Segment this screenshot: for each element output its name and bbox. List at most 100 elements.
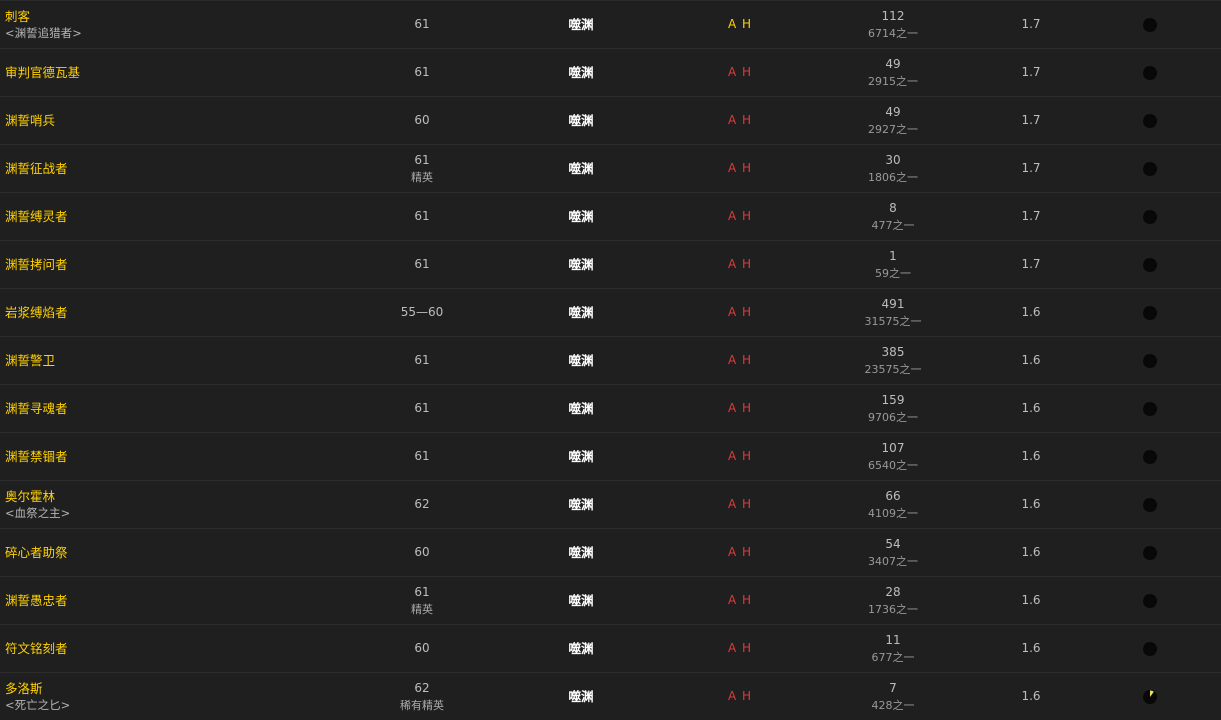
level: 62: [414, 497, 430, 511]
zone-link[interactable]: 噬渊: [568, 593, 594, 608]
table-row[interactable]: 多洛斯 <死亡之匕> 62 稀有精英 噬渊 A H 7 428之一 1.6: [0, 672, 1221, 720]
table-row[interactable]: 岩浆缚焰者 55—60 噬渊 A H 491 31575之一 1.6: [0, 288, 1221, 336]
npc-name-link[interactable]: 渊誓哨兵: [5, 113, 56, 128]
table-row[interactable]: 渊誓警卫 61 噬渊 A H 385 23575之一 1.6: [0, 336, 1221, 384]
npc-name-link[interactable]: 渊誓缚灵者: [5, 209, 68, 224]
count: 54: [885, 536, 901, 551]
count-cell: 1 59之一: [843, 241, 943, 288]
table-row[interactable]: 渊誓拷问者 61 噬渊 A H 1 59之一 1.7: [0, 240, 1221, 288]
table-row[interactable]: 奥尔霍林 <血祭之主> 62 噬渊 A H 66 4109之一 1.6: [0, 480, 1221, 528]
level: 60: [414, 641, 430, 655]
faction-react: A H: [727, 353, 753, 367]
name-cell: 渊誓愚忠者: [5, 577, 68, 624]
table-row[interactable]: 审判官德瓦基 61 噬渊 A H 49 2915之一 1.7: [0, 48, 1221, 96]
count-cell: 112 6714之一: [843, 1, 943, 48]
level-cell: 62: [372, 481, 472, 528]
count-cell: 159 9706之一: [843, 385, 943, 432]
level-cell: 61: [372, 337, 472, 384]
count: 1: [889, 248, 897, 263]
level: 61: [414, 257, 430, 271]
table-row[interactable]: 渊誓寻魂者 61 噬渊 A H 159 9706之一 1.6: [0, 384, 1221, 432]
npc-title: <血祭之主>: [5, 505, 71, 520]
npc-name-link[interactable]: 渊誓寻魂者: [5, 401, 68, 416]
count: 11: [885, 632, 901, 647]
faction-react: A H: [727, 545, 753, 559]
table-row[interactable]: 符文铭刻者 60 噬渊 A H 11 677之一 1.6: [0, 624, 1221, 672]
level: 61: [414, 353, 430, 367]
percent: 1.7: [1021, 65, 1041, 79]
count: 28: [885, 584, 901, 599]
zone-link[interactable]: 噬渊: [568, 641, 594, 656]
npc-name-link[interactable]: 渊誓拷问者: [5, 257, 68, 272]
table-row[interactable]: 渊誓禁锢者 61 噬渊 A H 107 6540之一 1.6: [0, 432, 1221, 480]
zone-link[interactable]: 噬渊: [568, 305, 594, 320]
zone-link[interactable]: 噬渊: [568, 257, 594, 272]
name-cell: 渊誓征战者: [5, 145, 68, 192]
drop-ratio: 2915之一: [868, 74, 918, 88]
zone-link[interactable]: 噬渊: [568, 113, 594, 128]
zone-link[interactable]: 噬渊: [568, 65, 594, 80]
npc-name-link[interactable]: 渊誓愚忠者: [5, 593, 68, 608]
level-cell: 60: [372, 529, 472, 576]
table-row[interactable]: 碎心者助祭 60 噬渊 A H 54 3407之一 1.6: [0, 528, 1221, 576]
count-cell: 54 3407之一: [843, 529, 943, 576]
level: 62: [414, 680, 430, 695]
drop-ratio: 31575之一: [864, 314, 922, 328]
count: 491: [881, 296, 905, 311]
table-row[interactable]: 渊誓哨兵 60 噬渊 A H 49 2927之一 1.7: [0, 96, 1221, 144]
count-cell: 49 2927之一: [843, 97, 943, 144]
zone-link[interactable]: 噬渊: [568, 209, 594, 224]
npc-name-link[interactable]: 渊誓警卫: [5, 353, 56, 368]
drop-ratio: 2927之一: [868, 122, 918, 136]
classification: 精英: [411, 602, 433, 616]
count: 385: [881, 344, 905, 359]
drop-ratio: 3407之一: [868, 554, 918, 568]
pie-chart-icon: [1140, 385, 1160, 432]
level: 60: [414, 113, 430, 127]
zone-link[interactable]: 噬渊: [568, 353, 594, 368]
pie-chart-icon: [1140, 625, 1160, 672]
npc-name-link[interactable]: 渊誓征战者: [5, 161, 68, 176]
drop-ratio: 1806之一: [868, 170, 918, 184]
level: 61: [414, 17, 430, 31]
count-cell: 8 477之一: [843, 193, 943, 240]
npc-name-link[interactable]: 渊誓禁锢者: [5, 449, 68, 464]
percent: 1.7: [1021, 17, 1041, 31]
npc-name-link[interactable]: 多洛斯: [5, 680, 43, 696]
zone-link[interactable]: 噬渊: [568, 449, 594, 464]
table-row[interactable]: 刺客 <渊誓追猎者> 61 噬渊 A H 112 6714之一 1.7: [0, 0, 1221, 48]
drop-ratio: 477之一: [871, 218, 915, 232]
zone-link[interactable]: 噬渊: [568, 545, 594, 560]
percent: 1.6: [1021, 497, 1041, 511]
zone-link[interactable]: 噬渊: [568, 161, 594, 176]
npc-name-link[interactable]: 奥尔霍林: [5, 488, 56, 504]
faction-react: A H: [727, 209, 753, 223]
faction-react: A H: [727, 161, 753, 175]
table-row[interactable]: 渊誓缚灵者 61 噬渊 A H 8 477之一 1.7: [0, 192, 1221, 240]
level: 61: [414, 152, 430, 167]
level: 61: [414, 65, 430, 79]
level-cell: 61: [372, 241, 472, 288]
count: 107: [881, 440, 905, 455]
zone-link[interactable]: 噬渊: [568, 689, 594, 704]
percent: 1.6: [1021, 353, 1041, 367]
level-cell: 61: [372, 433, 472, 480]
zone-link[interactable]: 噬渊: [568, 497, 594, 512]
zone-link[interactable]: 噬渊: [568, 401, 594, 416]
pie-slice: [1150, 690, 1154, 697]
level: 55—60: [400, 305, 444, 319]
zone-link[interactable]: 噬渊: [568, 17, 594, 32]
npc-name-link[interactable]: 刺客: [5, 8, 31, 24]
npc-name-link[interactable]: 碎心者助祭: [5, 545, 68, 560]
npc-name-link[interactable]: 岩浆缚焰者: [5, 305, 68, 320]
percent: 1.7: [1021, 161, 1041, 175]
npc-title: <渊誓追猎者>: [5, 25, 82, 40]
npc-name-link[interactable]: 审判官德瓦基: [5, 65, 81, 80]
npc-name-link[interactable]: 符文铭刻者: [5, 641, 68, 656]
table-row[interactable]: 渊誓愚忠者 61 精英 噬渊 A H 28 1736之一 1.6: [0, 576, 1221, 624]
level-cell: 55—60: [372, 289, 472, 336]
pie-chart-icon: [1140, 433, 1160, 480]
name-cell: 渊誓缚灵者: [5, 193, 68, 240]
drop-ratio: 4109之一: [868, 506, 918, 520]
table-row[interactable]: 渊誓征战者 61 精英 噬渊 A H 30 1806之一 1.7: [0, 144, 1221, 192]
